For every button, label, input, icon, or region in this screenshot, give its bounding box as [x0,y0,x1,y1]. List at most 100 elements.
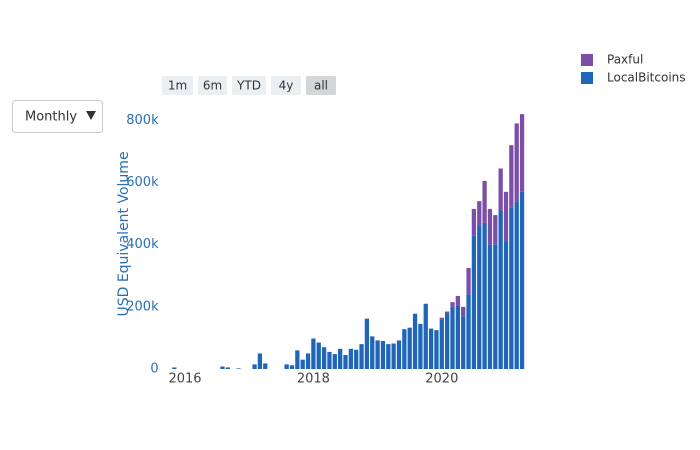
bar-segment [311,338,316,369]
bar-segment [364,318,370,369]
bar-segment [477,201,482,227]
y-axis-title: USD Equivalent Volume [116,151,132,316]
bar-segment [487,244,493,369]
bar-segment [225,367,230,369]
bar-segment [509,207,514,369]
bar-segment [321,347,327,369]
button-bg[interactable] [306,76,336,95]
bar-segment [375,340,380,369]
button-bg[interactable] [232,76,266,95]
bar-segment [327,351,332,369]
range-button[interactable]: 4y [271,76,301,95]
bar-segment [332,354,337,369]
button-label[interactable]: 6m [203,79,222,93]
bar-segment [370,336,375,369]
bar-segment [305,353,311,369]
bar-segment [434,330,439,369]
bar-segment [289,365,295,369]
bar-segment [477,226,482,369]
bar-segment [236,368,241,369]
x-tick-label: 2016 [168,372,201,387]
bar-segment [461,306,466,317]
bar-segment [402,329,407,369]
bar-segment [252,364,257,369]
button-label[interactable]: YTD [236,79,261,93]
range-button[interactable]: all [306,76,336,95]
bar-segment [482,222,487,369]
bar-segment [498,210,503,369]
bar-segment [455,305,460,369]
bar-segment [519,114,525,192]
bar-segment [257,353,263,369]
bar-segment [487,208,493,245]
bar-segment [450,302,455,307]
bar-segment [455,295,460,306]
bar-segment [514,123,519,202]
button-bg[interactable] [198,76,227,95]
button-bg[interactable] [271,76,301,95]
button-label[interactable]: 4y [279,79,294,93]
bar-segment [466,294,471,369]
x-tick-label: 2020 [425,372,458,387]
bar-segment [519,191,525,369]
bar-segment [295,350,300,369]
button-label[interactable]: all [314,79,328,93]
interval-dropdown[interactable]: Monthly [12,100,103,133]
bar-segment [445,311,450,314]
y-tick-label: 400k [126,237,159,252]
bar-segment [354,349,359,369]
bar-segment [482,180,487,223]
range-button[interactable]: 1m [162,76,193,95]
bar-segment [503,241,509,369]
bar-segment [338,348,343,369]
y-tick-label: 200k [126,299,159,314]
bar-segment [439,319,444,369]
button-bg[interactable] [162,76,193,95]
y-tick-label: 600k [126,175,159,190]
bar-segment [471,208,477,236]
legend-swatch [581,72,593,84]
bar-segment [407,327,412,369]
plot-area: 0 200k 400k 600k 800k 2016 2018 2020 [126,113,528,387]
bar-segment [439,317,444,320]
bar-segment [471,235,477,369]
bar-segment [461,316,466,369]
button-label[interactable]: 1m [168,79,187,93]
dropdown-box[interactable] [12,100,103,133]
range-buttons: 1m 6m YTD 4y all [162,76,336,95]
bar-segment [359,344,364,369]
bar-segment [493,215,498,245]
legend-swatch [581,54,593,66]
bar-segment [263,363,268,369]
bar-segment [418,323,423,369]
legend-label: LocalBitcoins [607,71,686,85]
range-button[interactable]: YTD [232,76,266,95]
bar-segment [509,145,514,208]
dropdown-label[interactable]: Monthly [25,110,77,125]
bar-segment [503,191,509,242]
bar-segment [380,341,386,369]
bar-segment [412,313,418,369]
bar-segment [428,328,434,369]
bar-segment [396,340,402,369]
bar-segment [343,355,348,369]
bar-segment [493,244,498,369]
legend-label: Paxful [607,53,643,67]
bar-segment [300,359,305,369]
dropdown-arrow [86,111,96,120]
y-tick-label: 0 [150,362,158,377]
bar-segment [445,313,450,369]
bar-segment [386,344,391,369]
bar-segment [498,168,503,211]
bar-segment [450,306,455,369]
bar-segment [348,348,353,369]
bar-segment [172,367,177,369]
bar-segment [316,342,321,369]
range-button[interactable]: 6m [198,76,227,95]
y-tick-label: 800k [126,113,159,128]
bar-segment [391,343,396,369]
bar-segment [466,267,471,295]
x-tick-label: 2018 [297,372,330,387]
bar-segment [423,303,428,369]
